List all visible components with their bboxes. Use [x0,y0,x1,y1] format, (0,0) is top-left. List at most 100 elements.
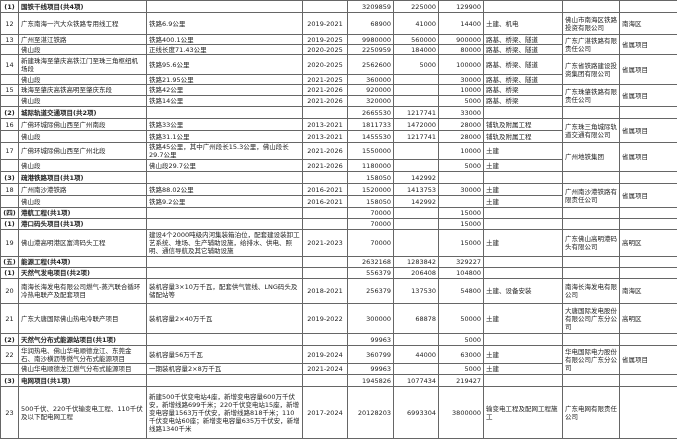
planned-investment: 104800 [439,268,484,279]
construction-period: 2019-2022 [303,304,348,334]
planned-investment: 50000 [439,304,484,334]
completed-investment: 5000 [394,55,439,75]
row-number [1,131,19,143]
total-investment: 2250959 [348,45,394,55]
project-name: 珠海至肇庆高铁高明至肇庆东段 [19,85,147,96]
project-description: 铁路45公里，其中广州段长15.3公里，佛山段长29.7公里 [147,143,303,160]
construction-content [484,208,563,219]
total-investment: 68900 [348,13,394,35]
planned-investment: 219427 [439,375,484,387]
project-name: 广东南海一汽大众铁路专用线工程 [19,13,147,35]
total-investment: 70000 [348,230,394,257]
row-number: 21 [1,304,19,334]
project-description: 铁路95.6公里 [147,55,303,75]
total-investment: 99963 [348,334,394,346]
construction-period: 2013-2021 [303,131,348,143]
completed-investment [394,208,439,219]
project-description: 铁路88.02公里 [147,184,303,196]
construction-content: 路基、桥梁、隧道 [484,45,563,55]
construction-content: 路基、桥梁、隧道 [484,75,563,85]
row-number [1,75,19,85]
responsible-area: 南海区 [620,279,677,304]
construction-content: 路基、桥梁 [484,85,563,96]
owner-unit [563,268,620,279]
total-investment: 2632168 [348,257,394,268]
total-investment: 70000 [348,219,394,230]
project-name: 佛山段 [19,75,147,85]
construction-content: 土建 [484,346,563,364]
row-number: (3) [1,172,19,184]
project-name: 500千伏、220千伏输变电工程、110千伏及以下配电网工程 [19,387,147,439]
owner-unit [563,172,620,184]
construction-content: 路基、桥梁 [484,96,563,107]
completed-investment [394,75,439,85]
planned-investment: 329227 [439,257,484,268]
construction-period: 2021-2024 [303,364,348,375]
owner-unit [563,208,620,219]
row-number: 15 [1,85,19,96]
project-description [147,334,303,346]
planned-investment: 5000 [439,96,484,107]
owner-unit: 佛山市南海区铁路投资有限公司 [563,13,620,35]
construction-period: 2013-2021 [303,119,348,131]
responsible-area [620,387,677,439]
total-investment: 3209859 [348,1,394,13]
project-description: 铁路33公里 [147,119,303,131]
construction-period: 2016-2021 [303,196,348,208]
row-number: (1) [1,1,19,13]
responsible-area: 省属项目 [620,55,677,85]
planned-investment: 14400 [439,13,484,35]
row-number: 22 [1,346,19,364]
completed-investment [394,364,439,375]
total-investment: 1520000 [348,184,394,196]
project-name: 天然气发电项目(共2项) [19,268,147,279]
construction-content [484,1,563,13]
construction-content [484,268,563,279]
completed-investment: 560000 [394,35,439,45]
responsible-area [620,219,677,230]
planned-investment: 15000 [439,230,484,257]
project-description: 正线长度71.43公里 [147,45,303,55]
construction-period: 2021-2026 [303,143,348,160]
project-description [147,257,303,268]
construction-period: 2021-2025 [303,75,348,85]
completed-investment: 1217741 [394,107,439,119]
responsible-area: 省属项目 [620,143,677,172]
project-description [147,107,303,119]
construction-content: 路基、桥梁、隧道 [484,35,563,45]
planned-investment: 15000 [439,219,484,230]
project-name: 城际轨道交通项目(共2项) [19,107,147,119]
responsible-area: 高明区 [620,230,677,257]
row-number: (3) [1,375,19,387]
construction-content: 铺轨及附属工程 [484,131,563,143]
completed-investment: 1472000 [394,119,439,131]
construction-content: 土建、设备安装 [484,279,563,304]
row-number [1,196,19,208]
project-description: 铁路31.1公里 [147,131,303,143]
construction-period [303,268,348,279]
project-description [147,172,303,184]
planned-investment: 3800000 [439,387,484,439]
total-investment: 556379 [348,268,394,279]
total-investment: 300000 [348,304,394,334]
row-number: 18 [1,184,19,196]
project-description: 铁路6.9公里 [147,13,303,35]
construction-period: 2018-2021 [303,279,348,304]
construction-period: 2019-2025 [303,35,348,45]
project-name: 南海长海发电有限公司燃气-蒸汽联合循环冷热电联产及配套项目 [19,279,147,304]
total-investment: 920000 [348,85,394,96]
row-number: 16 [1,119,19,131]
planned-investment: 10000 [439,85,484,96]
total-investment: 9980000 [348,35,394,45]
project-name: 疏港铁路项目(共1项) [19,172,147,184]
planned-investment: 15000 [439,208,484,219]
construction-content [484,257,563,268]
owner-unit: 大唐国际发电股份有限公司广东分公司 [563,304,620,334]
construction-period [303,219,348,230]
